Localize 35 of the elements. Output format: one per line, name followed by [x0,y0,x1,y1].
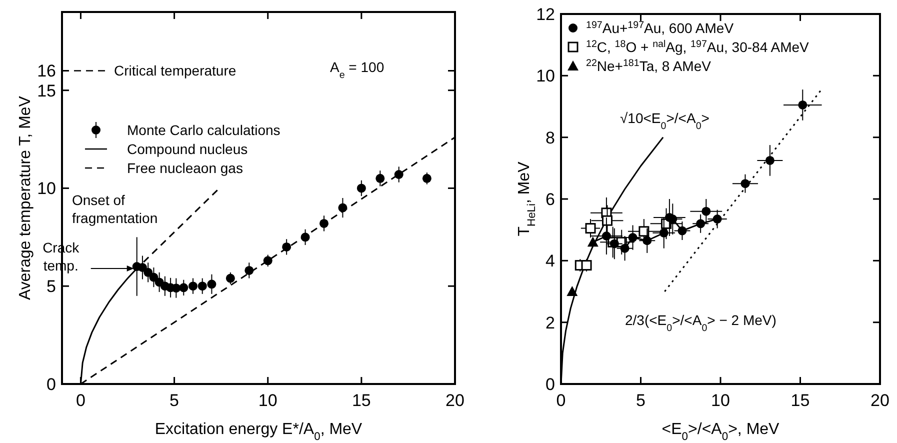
y-axis-title: Average temperature T, MeV [17,96,34,300]
annotation: 2/3(<E$_{0}$>/<A$_{0}$> − 2 MeV) [625,312,776,334]
y-tick-label: 0 [546,375,555,394]
x-tick-label: 20 [446,391,464,410]
x-tick-label: 20 [870,391,890,410]
x-tick-label: 5 [636,391,646,410]
legend-label: Monte Carlo calculations [127,122,280,138]
legend-label: $^{22}$Ne+$^{181}$Ta, 8 AMeV [586,58,712,74]
x-tick-label: 0 [76,391,86,410]
y-tick-label: 15 [37,81,56,100]
x-tick-label: 10 [258,391,278,410]
annotation: Onset of fragmentation [72,192,158,226]
y-tick-label: 8 [546,128,555,148]
x-tick-label: 10 [711,391,730,410]
legend-label: Compound nucleus [127,141,248,157]
y-tick-label: 0 [46,375,56,394]
y-tick-label: 5 [46,277,56,296]
ref-line-label: Critical temperature [114,62,236,79]
legend-label: $^{197}$Au+$^{197}$Au, 600 AMeV [586,20,734,36]
x-tick-label: 5 [170,391,180,410]
x-axis-title: Excitation energy E*/A$_{0}$, MeV [154,421,362,443]
y-tick-label: 6 [546,190,555,209]
x-tick-label: 15 [790,391,810,410]
y-tick-label: 2 [546,313,555,332]
legend-label: Free nucleaon gas [127,160,243,176]
y-tick-label: 10 [37,179,56,198]
y-tick-label: 12 [536,5,555,24]
annotation: A$_{e}$ = 100 [330,59,384,80]
x-tick-label: 15 [352,391,371,410]
y-tick-label: 4 [546,252,555,271]
y-tick-label: 10 [536,66,555,86]
legend-label: $^{12}$C, $^{18}$O + $^{nal}$Ag, $^{197}$Au, 30-84 AMeV [586,38,810,55]
x-axis-title: <E$_{0}$>/<A$_{0}$>, MeV [662,421,780,443]
y-tick-label: 16 [37,62,56,81]
annotation: √10<E$_{0}$>/<A$_{0}$> [620,110,710,132]
